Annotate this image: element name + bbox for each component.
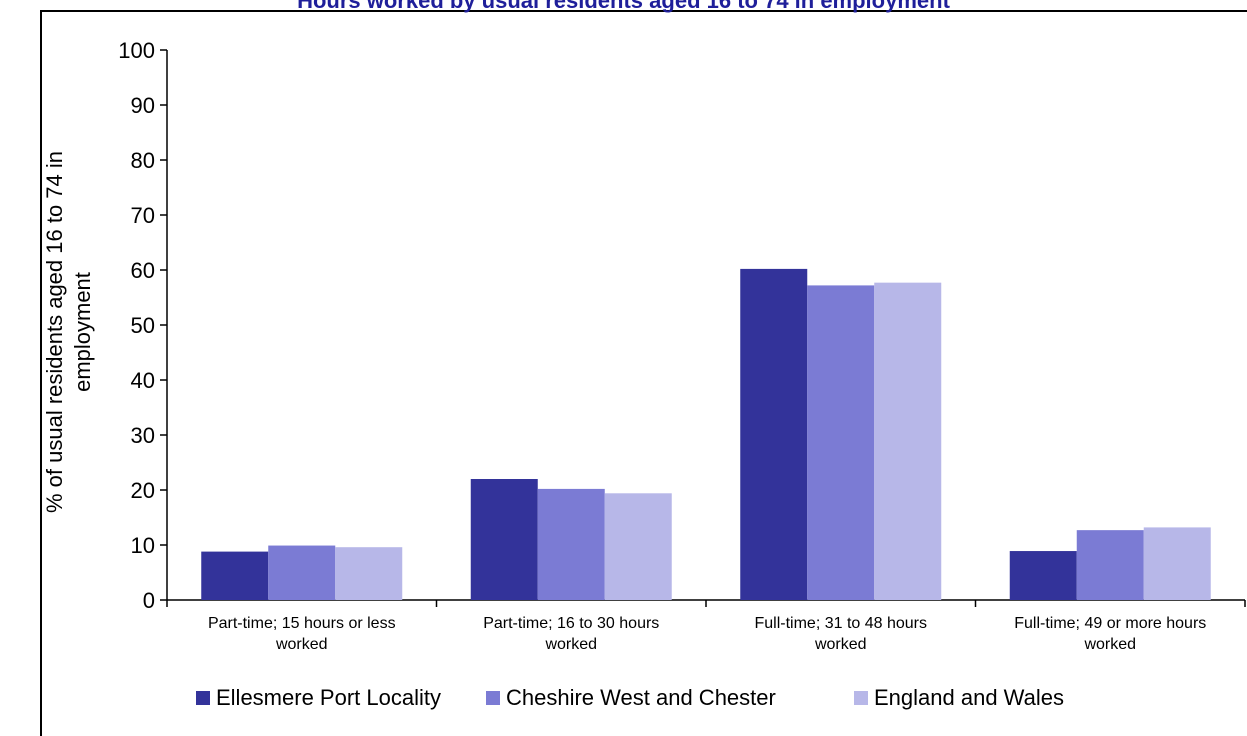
legend-swatch — [486, 691, 500, 705]
bar — [604, 493, 672, 600]
bar — [335, 547, 403, 600]
bar — [470, 479, 538, 600]
y-tick-label: 30 — [131, 423, 155, 448]
y-tick-label: 10 — [131, 533, 155, 558]
bars — [201, 268, 1211, 600]
legend: Ellesmere Port Locality Cheshire West and… — [196, 685, 1064, 710]
bar — [1076, 530, 1144, 600]
legend-label: Cheshire West and Chester — [506, 685, 776, 710]
y-tick-label: 90 — [131, 93, 155, 118]
x-category-label: Part-time; 15 hours or less — [208, 615, 396, 632]
x-category-label: worked — [544, 636, 597, 653]
y-axis-label-line-2: employment — [70, 272, 95, 392]
y-tick-label: 60 — [131, 258, 155, 283]
y-tick-label: 80 — [131, 148, 155, 173]
chart-title: Hours worked by usual residents aged 16 … — [297, 0, 950, 13]
y-tick-label: 20 — [131, 478, 155, 503]
bar — [874, 282, 942, 600]
axes — [166, 50, 1246, 607]
legend-label: England and Wales — [874, 685, 1064, 710]
x-category-label: Part-time; 16 to 30 hours — [483, 615, 659, 632]
y-tick-label: 50 — [131, 313, 155, 338]
bar — [537, 488, 605, 600]
chart-frame — [40, 10, 1247, 736]
bar — [201, 551, 269, 600]
x-category-label: worked — [1083, 636, 1136, 653]
y-axis-label: % of usual residents aged 16 to 74 in em… — [42, 151, 95, 513]
legend-swatch — [196, 691, 210, 705]
x-category-labels: Part-time; 15 hours or less worked Part-ti… — [208, 615, 1206, 653]
y-tick-label: 70 — [131, 203, 155, 228]
x-category-label: Full-time; 31 to 48 hours — [754, 615, 927, 632]
legend-label: Ellesmere Port Locality — [216, 685, 441, 710]
y-axis-label-line-1: % of usual residents aged 16 to 74 in — [42, 151, 67, 513]
bar — [807, 285, 875, 600]
x-category-label: Full-time; 49 or more hours — [1014, 615, 1206, 632]
bar — [1143, 527, 1211, 600]
bar — [740, 268, 808, 600]
bar — [268, 545, 336, 600]
y-ticks: 0 10 20 30 40 50 60 70 80 90 100 — [118, 38, 167, 613]
y-tick-label: 100 — [118, 38, 155, 63]
x-category-label: worked — [814, 636, 867, 653]
y-tick-label: 0 — [143, 588, 155, 613]
bar — [1009, 551, 1077, 600]
y-tick-label: 40 — [131, 368, 155, 393]
legend-swatch — [854, 691, 868, 705]
x-category-label: worked — [275, 636, 328, 653]
